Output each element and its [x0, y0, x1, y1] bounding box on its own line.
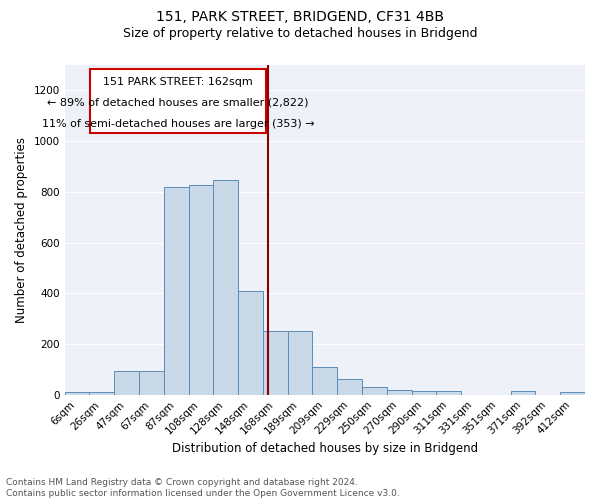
Bar — [263, 330, 287, 394]
Bar — [387, 390, 412, 394]
Bar — [89, 392, 114, 394]
Bar — [114, 371, 139, 394]
Bar — [412, 392, 436, 394]
FancyBboxPatch shape — [90, 69, 266, 134]
Bar — [65, 392, 89, 394]
Y-axis label: Number of detached properties: Number of detached properties — [15, 137, 28, 323]
Text: ← 89% of detached houses are smaller (2,822): ← 89% of detached houses are smaller (2,… — [47, 98, 308, 108]
Bar — [511, 392, 535, 394]
Text: Size of property relative to detached houses in Bridgend: Size of property relative to detached ho… — [123, 28, 477, 40]
Bar — [436, 392, 461, 394]
Bar — [337, 378, 362, 394]
Bar — [214, 180, 238, 394]
Text: 151 PARK STREET: 162sqm: 151 PARK STREET: 162sqm — [103, 76, 253, 86]
Bar — [287, 330, 313, 394]
Bar — [188, 186, 214, 394]
Bar — [238, 291, 263, 395]
Bar — [313, 368, 337, 394]
Bar — [139, 371, 164, 394]
Text: 11% of semi-detached houses are larger (353) →: 11% of semi-detached houses are larger (… — [41, 119, 314, 129]
X-axis label: Distribution of detached houses by size in Bridgend: Distribution of detached houses by size … — [172, 442, 478, 455]
Text: 151, PARK STREET, BRIDGEND, CF31 4BB: 151, PARK STREET, BRIDGEND, CF31 4BB — [156, 10, 444, 24]
Text: Contains HM Land Registry data © Crown copyright and database right 2024.
Contai: Contains HM Land Registry data © Crown c… — [6, 478, 400, 498]
Bar — [164, 186, 188, 394]
Bar — [362, 387, 387, 394]
Bar — [560, 392, 585, 394]
